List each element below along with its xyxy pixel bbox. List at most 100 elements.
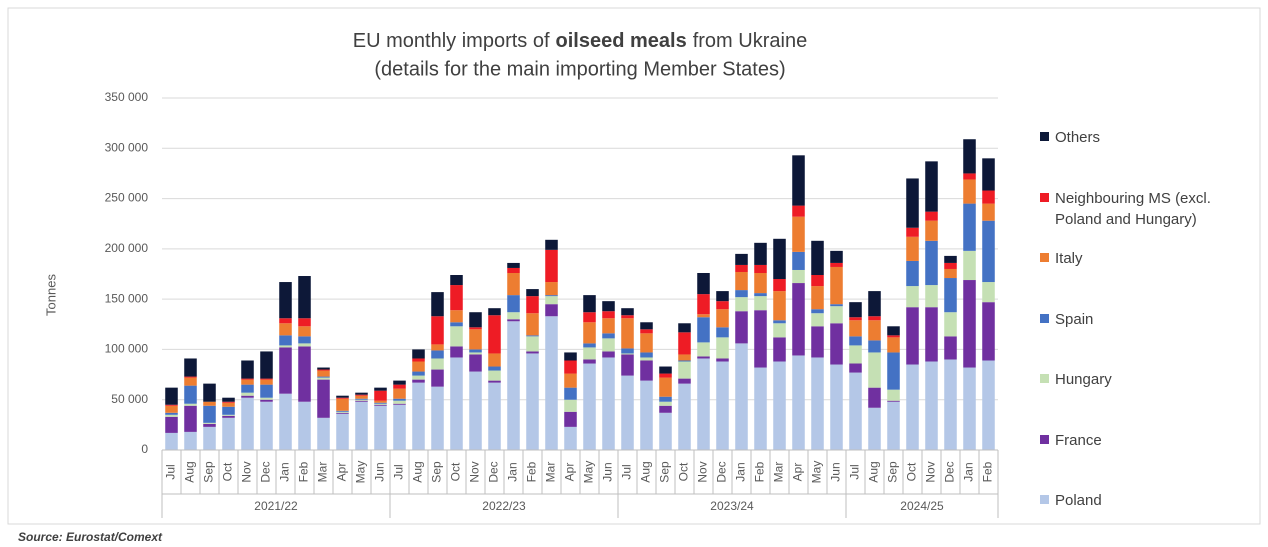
bar-segment [849, 363, 862, 373]
bar-segment [640, 352, 653, 358]
bar-segment [317, 377, 330, 380]
chart-frame [7, 7, 1261, 525]
bar-segment [488, 370, 501, 381]
bar-segment [792, 205, 805, 217]
bar-segment [754, 272, 767, 294]
bar-segment [659, 401, 672, 406]
bar-segment [355, 392, 368, 395]
x-tick-label: Apr [791, 463, 805, 482]
bar-segment [716, 327, 729, 338]
bar-segment [488, 380, 501, 383]
bar-segment [241, 395, 254, 398]
bar-segment [887, 400, 900, 402]
bar-segment [792, 269, 805, 284]
bar-segment [906, 307, 919, 365]
bar-segment [526, 335, 539, 337]
bar-segment [697, 358, 710, 450]
bar-segment [887, 352, 900, 390]
bar-segment [811, 275, 824, 287]
bar-segment [222, 414, 235, 416]
bar-segment [507, 321, 520, 450]
bar-segment [545, 239, 558, 250]
x-tick-label: Mar [772, 462, 786, 483]
x-tick-label: Mar [544, 462, 558, 483]
x-tick-label: Dec [487, 461, 501, 482]
bar-segment [374, 390, 387, 401]
y-tick-label: 350 000 [105, 90, 149, 104]
bar-segment [811, 309, 824, 314]
bar-segment [735, 290, 748, 298]
bar-segment [469, 371, 482, 450]
bar-segment [564, 387, 577, 400]
bar-segment [678, 332, 691, 355]
bar-segment [393, 384, 406, 389]
bar-segment [374, 387, 387, 391]
bar-segment [640, 357, 653, 361]
x-tick-label: Oct [221, 462, 235, 481]
bar-segment [184, 358, 197, 377]
bar-segment [545, 316, 558, 450]
x-tick-label: Oct [905, 462, 919, 481]
bar-segment [963, 139, 976, 174]
bar-segment [564, 426, 577, 450]
bar-segment [792, 155, 805, 206]
bar-segment [374, 405, 387, 450]
bar-segment [906, 236, 919, 261]
bar-segment [241, 360, 254, 379]
bar-segment [963, 179, 976, 204]
y-tick-label: 300 000 [105, 140, 149, 154]
bar-segment [355, 401, 368, 450]
bar-segment [450, 357, 463, 450]
bar-segment [165, 404, 178, 406]
bar-segment [659, 377, 672, 397]
bar-segment [716, 337, 729, 359]
bar-segment [279, 347, 292, 394]
y-tick-label: 0 [141, 442, 148, 456]
legend-label: France [1055, 431, 1102, 449]
bar-segment [868, 352, 881, 388]
bar-segment [431, 350, 444, 359]
bar-segment [811, 240, 824, 276]
bar-segment [963, 203, 976, 251]
legend-item: Spain [1040, 309, 1230, 330]
bar-segment [868, 387, 881, 408]
bar-segment [773, 320, 786, 324]
x-tick-label: Sep [886, 461, 900, 483]
bar-segment [355, 398, 368, 400]
bar-segment [659, 396, 672, 402]
bar-segment [279, 323, 292, 336]
bar-segment [963, 280, 976, 368]
bar-segment [336, 410, 349, 412]
x-tick-label: Aug [183, 461, 197, 482]
bar-segment [298, 326, 311, 337]
bar-segment [716, 361, 729, 450]
x-tick-label: Feb [753, 461, 767, 482]
bar-segment [488, 353, 501, 367]
bar-segment [868, 320, 881, 341]
bar-segment [659, 373, 672, 378]
bar-segment [279, 282, 292, 319]
bar-segment [849, 317, 862, 321]
bar-segment [317, 379, 330, 418]
bar-segment [374, 404, 387, 406]
bar-segment [317, 370, 330, 377]
bar-segment [526, 336, 539, 352]
bar-segment [925, 240, 938, 286]
bar-segment [621, 318, 634, 349]
bar-segment [488, 382, 501, 450]
bar-segment [849, 345, 862, 364]
bar-segment [165, 432, 178, 450]
bar-segment [507, 312, 520, 320]
bar-segment [887, 337, 900, 353]
x-tick-label: Sep [658, 461, 672, 483]
bar-segment [906, 286, 919, 308]
bar-segment [336, 397, 349, 399]
bar-segment [203, 405, 216, 423]
bar-segment [184, 431, 197, 450]
bar-segment [621, 315, 634, 319]
bar-segment [298, 318, 311, 327]
bar-segment [735, 297, 748, 312]
bar-segment [355, 395, 368, 399]
bar-segment [773, 323, 786, 338]
bar-segment [260, 399, 273, 402]
